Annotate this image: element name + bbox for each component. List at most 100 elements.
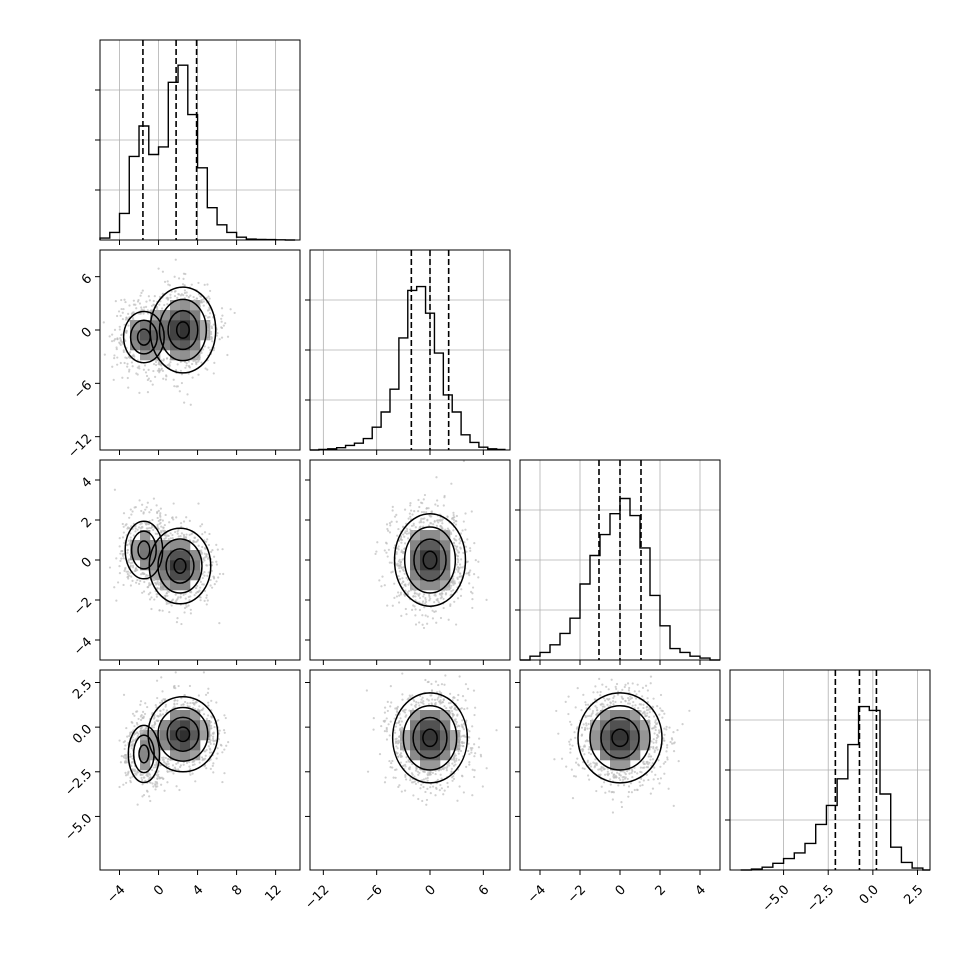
x-tick-label: −2.5: [804, 882, 837, 915]
density-cell: [590, 720, 601, 731]
density-cell: [170, 310, 181, 321]
density-cell: [440, 720, 451, 731]
density-cell: [610, 730, 621, 741]
density-cell: [430, 740, 441, 751]
density-cell: [200, 720, 211, 731]
density-cell: [160, 730, 171, 741]
contour-1-1: [157, 706, 209, 762]
density-cell: [200, 320, 211, 331]
x-tick-label: 4: [190, 882, 206, 898]
density-cell: [160, 330, 171, 341]
density-cell: [410, 580, 421, 591]
panel-frame: [99, 249, 301, 451]
density-cell: [430, 540, 441, 551]
density-cell: [160, 320, 171, 331]
density-cell: [180, 340, 191, 351]
density-cell: [440, 710, 451, 721]
density-cell: [170, 350, 181, 361]
marginal-panel-3: [725, 669, 931, 875]
joint-panel-2-0: [95, 459, 301, 665]
density-cell: [170, 750, 181, 761]
x-tick-label: 0: [151, 882, 167, 898]
density-cell: [410, 720, 421, 731]
y-tick-label: 2: [79, 515, 95, 531]
density-cell: [420, 720, 431, 731]
x-tick-label: −4: [104, 882, 128, 906]
contour-0-0: [127, 724, 161, 784]
density-cell: [410, 570, 421, 581]
joint-panel-1-0: [95, 249, 301, 455]
contour-1-0: [148, 527, 212, 605]
density-cell: [140, 530, 151, 541]
density-cell: [430, 720, 441, 731]
y-tick-label: −12: [65, 431, 95, 461]
contour-0-0: [577, 692, 663, 784]
panel-frame: [99, 39, 301, 241]
density-cell: [190, 720, 201, 731]
density-cell: [430, 760, 441, 771]
density-cell: [170, 320, 181, 331]
x-tick-label: −4: [525, 882, 549, 906]
x-tick-label: −12: [302, 882, 332, 912]
density-cell: [170, 300, 181, 311]
marginal-panel-1: [305, 249, 511, 455]
density-cell: [170, 580, 181, 591]
joint-panel-2-1: [305, 459, 511, 665]
density-cell: [140, 330, 151, 341]
density-cell: [640, 720, 651, 731]
density-cell: [620, 750, 631, 761]
density-cell: [420, 540, 431, 551]
density-cell: [180, 310, 191, 321]
panel-frame: [309, 249, 511, 451]
density-cell: [180, 350, 191, 361]
density-cell: [170, 330, 181, 341]
density-cell: [170, 730, 181, 741]
joint-panel-3-2: [515, 669, 721, 875]
density-cell: [600, 710, 611, 721]
density-cell: [140, 550, 151, 561]
density-cell: [150, 350, 161, 361]
density-cell: [600, 730, 611, 741]
density-cell: [180, 320, 191, 331]
density-cell: [620, 710, 631, 721]
density-cell: [130, 550, 141, 561]
density-cell: [440, 570, 451, 581]
density-cell: [180, 750, 191, 761]
density-cell: [160, 550, 171, 561]
contour-0-2: [600, 716, 640, 759]
density-cell: [410, 730, 421, 741]
density-cell: [630, 740, 641, 751]
density-cell: [400, 730, 411, 741]
histogram-step-0: [99, 64, 296, 241]
y-tick-label: −4: [71, 635, 95, 659]
density-cell: [610, 760, 621, 771]
contour-0-0: [122, 310, 165, 364]
contour-0-1: [130, 530, 157, 570]
density-cell: [150, 750, 161, 761]
contour-0-1: [403, 526, 457, 594]
contour-0-3: [422, 550, 438, 570]
density-cell: [420, 760, 431, 771]
density-cell: [400, 740, 411, 751]
contour-1-3: [173, 558, 187, 574]
density-cell: [190, 330, 201, 341]
contour-0-3: [611, 728, 629, 748]
density-cell: [440, 530, 451, 541]
x-tick-label: 4: [693, 882, 709, 898]
density-cell: [420, 730, 431, 741]
contour-0-1: [132, 734, 155, 774]
contour-1-0: [149, 286, 217, 374]
histogram-step-3: [740, 705, 930, 871]
density-cell: [600, 740, 611, 751]
contour-0-2: [138, 744, 150, 764]
density-cell: [130, 540, 141, 551]
density-cell: [180, 720, 191, 731]
contour-0-0: [393, 513, 467, 607]
density-cell: [190, 550, 201, 561]
density-cell: [200, 730, 211, 741]
density-cell: [430, 580, 441, 591]
density-cell: [620, 760, 631, 771]
contour-1-2: [167, 309, 199, 351]
